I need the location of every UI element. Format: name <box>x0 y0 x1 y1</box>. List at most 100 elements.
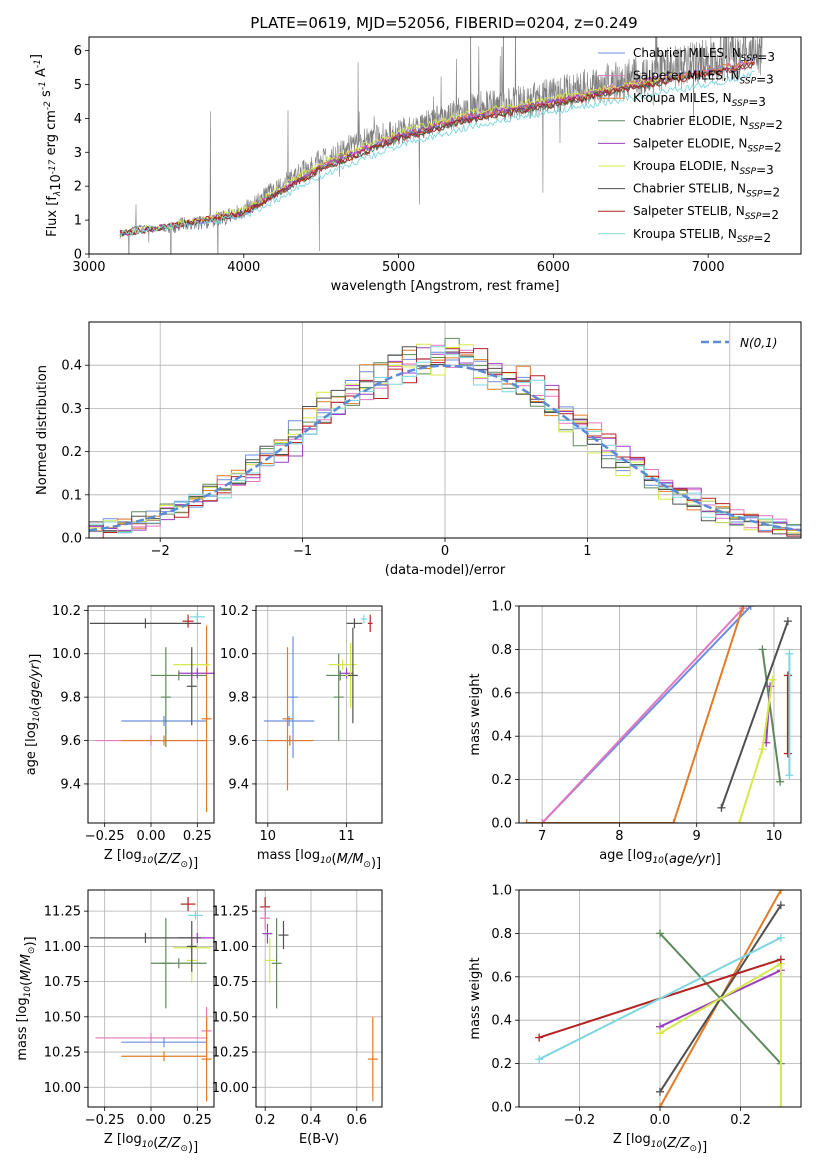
x-tick-label: −0.25 <box>85 829 125 844</box>
legend-entry: Salpeter ELODIE, NSSP=2 <box>633 136 782 154</box>
y-tick-label: 10.00 <box>44 1081 81 1096</box>
legend-entry: Chabrier ELODIE, NSSP=2 <box>633 114 783 132</box>
mass-weight-vs-metallicity-panel: −0.2 0.0 0.2 0.0 0.2 0.4 0.6 0.8 1.0 Z [log10(Z/Z… <box>468 884 802 1155</box>
y-tick-label: 0.2 <box>491 1057 512 1072</box>
x-tick-label: 0.6 <box>346 1113 367 1128</box>
y-axis-label: age [log10(age/yr)] <box>24 654 43 776</box>
x-tick-label: 0.00 <box>137 829 166 844</box>
x-tick-label: 0.00 <box>137 1113 166 1128</box>
chart-title: PLATE=0619, MJD=52056, FIBERID=0204, z=0… <box>250 14 637 32</box>
legend-entry: Chabrier STELIB, NSSP=2 <box>633 182 780 200</box>
y-tick-label: 4 <box>74 112 82 127</box>
x-tick-label: 0.0 <box>650 1113 671 1128</box>
x-tick-label: 0.25 <box>183 829 212 844</box>
y-tick-label: 11.25 <box>212 905 249 920</box>
y-tick-label: 0.4 <box>491 730 512 745</box>
residual-histogram <box>89 348 801 538</box>
y-tick-label: 0.1 <box>61 488 82 503</box>
y-tick-label: 0.8 <box>491 927 512 942</box>
y-tick-label: 5 <box>74 78 82 93</box>
y-tick-label: 11.00 <box>44 940 81 955</box>
mass-weight-line <box>761 649 782 782</box>
axes-frame <box>255 605 383 824</box>
data-layer <box>89 612 214 813</box>
model-spectrum-line <box>119 70 755 236</box>
y-axis-label: mass weight <box>468 957 483 1039</box>
mass-vs-extinction-panel: 0.2 0.4 0.6 10.00 10.25 10.50 10.75 11.00 11.25 E… <box>212 889 383 1147</box>
y-tick-label: 0.0 <box>61 532 82 547</box>
y-tick-label: 0.2 <box>491 773 512 788</box>
x-axis-label: age [log10(age/yr)] <box>599 848 721 867</box>
residual-histogram <box>89 346 801 538</box>
x-tick-label: 2 <box>726 544 734 559</box>
y-tick-label: 1.0 <box>491 884 512 899</box>
y-tick-label: 0.4 <box>61 359 82 374</box>
x-tick-label: −0.25 <box>85 1113 125 1128</box>
x-tick-label: −1 <box>293 544 312 559</box>
y-tick-label: 10.75 <box>212 975 249 990</box>
x-axis-label: Z [log10(Z/Z⊙)] <box>104 848 198 871</box>
x-tick-label: 3000 <box>72 260 105 275</box>
y-tick-label: 10.0 <box>52 647 81 662</box>
y-axis-label: Normed distribution <box>35 365 50 495</box>
y-axis-label: mass weight <box>468 673 483 755</box>
plot-area <box>519 606 801 823</box>
y-tick-label: 0.0 <box>491 817 512 832</box>
y-tick-label: 10.25 <box>212 1046 249 1061</box>
data-layer <box>89 897 214 1102</box>
model-spectrum-line <box>119 61 755 236</box>
age-vs-metallicity-panel: −0.25 0.00 0.25 9.4 9.6 9.8 10.0 10.2 Z [log10(Z… <box>24 604 215 871</box>
mass-weight-line <box>526 606 745 823</box>
y-tick-label: 0.6 <box>491 686 512 701</box>
legend-entry: Kroupa ELODIE, NSSP=3 <box>633 159 774 177</box>
y-tick-label: 9.4 <box>60 777 81 792</box>
y-tick-label: 1 <box>74 214 82 229</box>
x-tick-label: 8 <box>615 829 623 844</box>
y-tick-label: 0.8 <box>491 643 512 658</box>
x-tick-label: 7 <box>538 829 546 844</box>
y-tick-label: 10.00 <box>212 1081 249 1096</box>
x-tick-label: 10 <box>766 829 783 844</box>
y-tick-label: 0.4 <box>491 1014 512 1029</box>
axes-frame <box>255 889 383 1108</box>
x-tick-label: 5000 <box>382 260 415 275</box>
data-layer <box>263 614 373 791</box>
y-tick-label: 10.2 <box>220 604 249 619</box>
x-axis-label: Z [log10(Z/Z⊙)] <box>104 1132 198 1155</box>
y-tick-label: 10.25 <box>44 1046 81 1061</box>
normal-reference-curve <box>89 364 801 532</box>
mass-vs-metallicity-panel: −0.25 0.00 0.25 10.00 10.25 10.50 10.75 11.00 11… <box>15 889 215 1155</box>
data-layer <box>522 606 794 823</box>
legend-entry: Kroupa STELIB, NSSP=2 <box>633 227 771 245</box>
data-layer <box>260 897 378 1102</box>
mass-weight-line <box>720 620 789 809</box>
y-tick-label: 9.8 <box>60 691 81 706</box>
y-tick-label: 11.25 <box>44 905 81 920</box>
spectrum-panel: 3000 4000 5000 6000 7000 0 1 2 3 4 5 6 wavelength [A… <box>29 36 802 294</box>
y-tick-label: 0.6 <box>491 970 512 985</box>
y-tick-label: 10.50 <box>212 1010 249 1025</box>
x-tick-label: 7000 <box>692 260 725 275</box>
x-tick-label: 9 <box>693 829 701 844</box>
x-axis-label: Z [log10(Z/Z⊙)] <box>613 1132 707 1155</box>
mass-weight-line <box>541 607 744 823</box>
y-tick-label: 0 <box>74 248 82 263</box>
x-tick-label: 11 <box>338 829 355 844</box>
axes-frame <box>88 36 802 255</box>
legend-entry: Kroupa MILES, NSSP=3 <box>633 91 766 109</box>
x-tick-label: −2 <box>151 544 170 559</box>
y-tick-label: 9.6 <box>228 734 249 749</box>
y-tick-label: 9.4 <box>228 777 249 792</box>
y-tick-label: 9.8 <box>228 691 249 706</box>
legend-entry: Chabrier MILES, NSSP=3 <box>633 46 775 64</box>
x-tick-label: 0.2 <box>255 1113 276 1128</box>
mass-weight-vs-age-panel: 7 8 9 10 0.0 0.2 0.4 0.6 0.8 1.0 age [log10(age/yr… <box>468 600 802 867</box>
x-tick-label: −0.2 <box>564 1113 596 1128</box>
plot-area <box>256 890 382 1107</box>
y-tick-label: 6 <box>74 44 82 59</box>
x-tick-label: 0.25 <box>183 1113 212 1128</box>
y-tick-label: 2 <box>74 180 82 195</box>
x-tick-label: 1 <box>583 544 591 559</box>
plot-area <box>256 606 382 823</box>
